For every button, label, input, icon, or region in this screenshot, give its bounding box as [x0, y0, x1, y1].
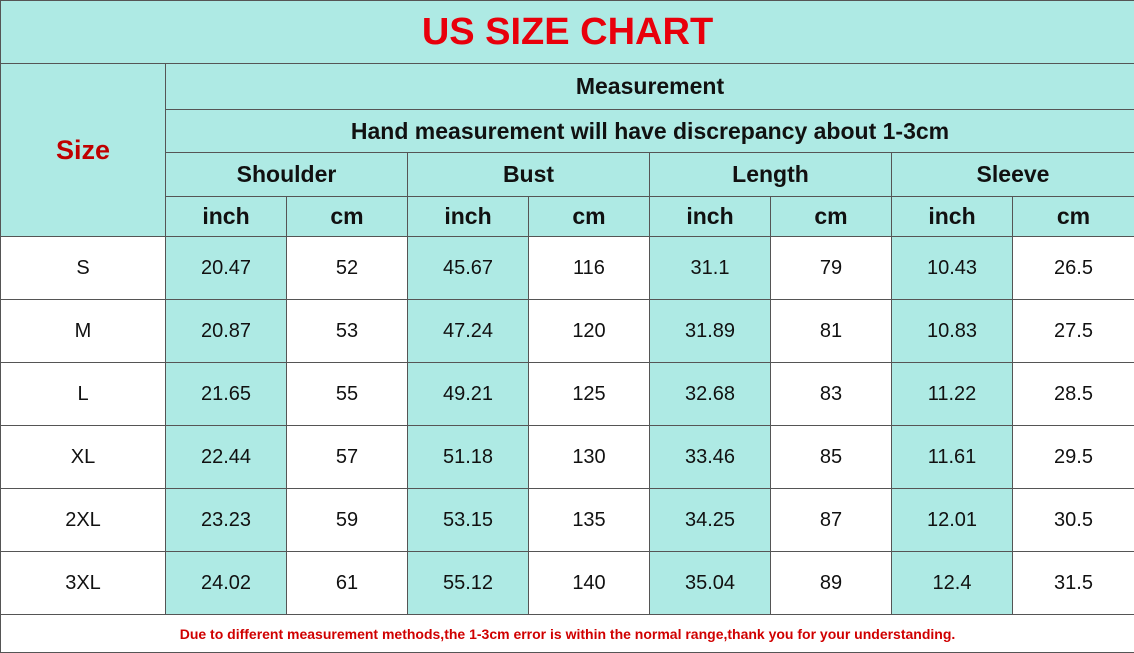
group-header: Length [650, 153, 892, 197]
value-cell: 59 [287, 489, 408, 552]
value-cell: 49.21 [408, 363, 529, 426]
size-header: Size [1, 64, 166, 237]
value-cell: 47.24 [408, 300, 529, 363]
value-cell: 79 [771, 237, 892, 300]
unit-header: inch [892, 197, 1013, 237]
unit-header: inch [166, 197, 287, 237]
value-cell: 55.12 [408, 552, 529, 615]
unit-header: inch [650, 197, 771, 237]
unit-header: cm [529, 197, 650, 237]
value-cell: 51.18 [408, 426, 529, 489]
value-cell: 31.5 [1013, 552, 1134, 615]
size-cell: XL [1, 426, 166, 489]
value-cell: 26.5 [1013, 237, 1134, 300]
value-cell: 10.83 [892, 300, 1013, 363]
value-cell: 29.5 [1013, 426, 1134, 489]
table-row: Hand measurement will have discrepancy a… [1, 110, 1134, 153]
discrepancy-note: Hand measurement will have discrepancy a… [166, 110, 1134, 153]
value-cell: 31.1 [650, 237, 771, 300]
size-cell: 2XL [1, 489, 166, 552]
value-cell: 21.65 [166, 363, 287, 426]
value-cell: 87 [771, 489, 892, 552]
value-cell: 27.5 [1013, 300, 1134, 363]
table-row: US SIZE CHART [1, 1, 1134, 64]
value-cell: 45.67 [408, 237, 529, 300]
value-cell: 20.47 [166, 237, 287, 300]
value-cell: 140 [529, 552, 650, 615]
size-cell: L [1, 363, 166, 426]
measurement-header: Measurement [166, 64, 1134, 110]
value-cell: 12.4 [892, 552, 1013, 615]
value-cell: 28.5 [1013, 363, 1134, 426]
value-cell: 130 [529, 426, 650, 489]
value-cell: 53 [287, 300, 408, 363]
value-cell: 83 [771, 363, 892, 426]
value-cell: 20.87 [166, 300, 287, 363]
unit-header: cm [1013, 197, 1134, 237]
size-cell: M [1, 300, 166, 363]
value-cell: 23.23 [166, 489, 287, 552]
value-cell: 22.44 [166, 426, 287, 489]
footer-note: Due to different measurement methods,the… [1, 615, 1134, 653]
value-cell: 61 [287, 552, 408, 615]
value-cell: 52 [287, 237, 408, 300]
value-cell: 30.5 [1013, 489, 1134, 552]
value-cell: 135 [529, 489, 650, 552]
group-header: Sleeve [892, 153, 1134, 197]
size-cell: 3XL [1, 552, 166, 615]
value-cell: 31.89 [650, 300, 771, 363]
value-cell: 120 [529, 300, 650, 363]
value-cell: 85 [771, 426, 892, 489]
value-cell: 33.46 [650, 426, 771, 489]
unit-header: inch [408, 197, 529, 237]
value-cell: 11.61 [892, 426, 1013, 489]
unit-header: cm [287, 197, 408, 237]
value-cell: 53.15 [408, 489, 529, 552]
value-cell: 81 [771, 300, 892, 363]
value-cell: 24.02 [166, 552, 287, 615]
value-cell: 35.04 [650, 552, 771, 615]
value-cell: 125 [529, 363, 650, 426]
value-cell: 89 [771, 552, 892, 615]
value-cell: 57 [287, 426, 408, 489]
value-cell: 12.01 [892, 489, 1013, 552]
value-cell: 55 [287, 363, 408, 426]
value-cell: 32.68 [650, 363, 771, 426]
value-cell: 10.43 [892, 237, 1013, 300]
size-cell: S [1, 237, 166, 300]
value-cell: 116 [529, 237, 650, 300]
group-header: Shoulder [166, 153, 408, 197]
unit-header: cm [771, 197, 892, 237]
table-row: Due to different measurement methods,the… [1, 615, 1134, 653]
value-cell: 34.25 [650, 489, 771, 552]
chart-title: US SIZE CHART [1, 1, 1134, 64]
value-cell: 11.22 [892, 363, 1013, 426]
group-header: Bust [408, 153, 650, 197]
